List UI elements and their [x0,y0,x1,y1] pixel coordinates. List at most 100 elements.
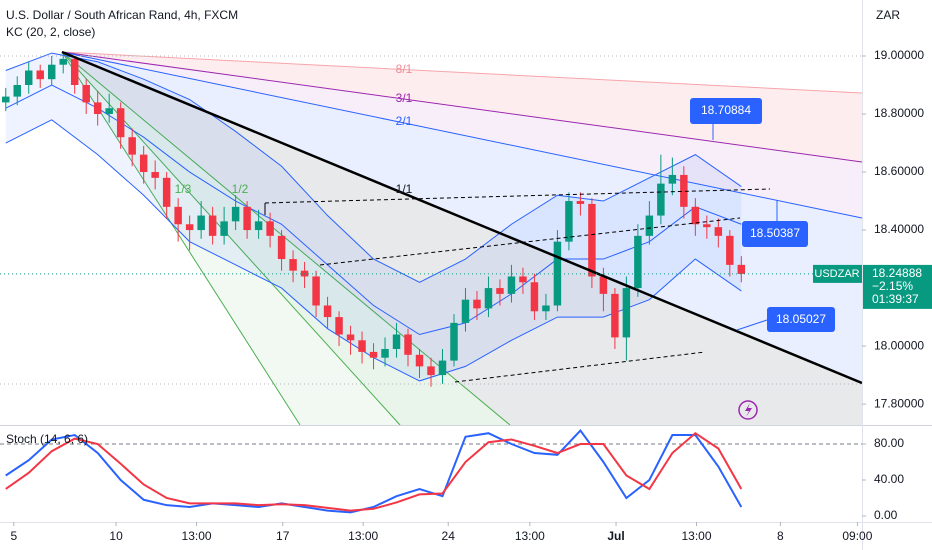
indicator-label: Stoch (14, 6, 6) [6,432,88,446]
x-tick-label: 13:00 [182,529,212,543]
x-tick-label: 17 [276,529,290,543]
candle-body [450,322,458,361]
stochastic-pane [0,428,862,514]
candle-body [415,354,424,367]
candle-body [105,108,113,115]
fan-label: 1/2 [232,182,249,196]
price-tag: USDZAR 18.24888−2.15%01:39:37 [0,264,932,309]
candle-body [691,206,700,225]
candle-body [530,282,539,312]
candle-body [346,334,355,341]
candle-body [611,293,619,338]
candle-body [645,215,654,236]
candle-body [231,206,240,222]
callout-pointer [736,319,768,331]
x-tick-label: 13:00 [348,529,378,543]
callout-box [690,98,762,124]
candle-body [657,183,665,216]
callout-text: 18.50387 [750,226,800,240]
candle-body [737,264,746,274]
stoch-line [5,428,743,514]
candle-body [266,221,274,236]
candle-body [82,85,90,103]
candle-body [59,58,67,65]
candle-body [461,299,470,323]
candle-body [726,235,734,265]
candle-body [335,317,343,335]
candle-body [438,360,447,376]
callout-box [742,221,808,247]
candle-body [668,174,677,184]
candle-body [277,235,286,260]
candle-body [634,235,642,289]
x-tick-label: 5 [10,529,17,543]
x-tick-label: 13:00 [681,529,711,543]
candle-body [576,201,585,204]
candle-body [243,206,251,231]
fan-line [61,51,301,426]
candle-body [24,70,33,85]
candle-body [116,108,125,138]
candle-body [93,102,102,115]
candle-body [185,224,194,231]
candle-body [162,177,171,207]
candle-body [323,305,332,318]
y-tick-label: 80.00 [874,436,904,450]
fan-line [61,51,511,426]
candle-body [289,259,297,271]
candle-body [496,288,504,294]
x-tick-label: 24 [442,529,456,543]
candle-body [553,241,562,306]
candle-body [254,221,263,231]
symbol-label: USDZAR [814,268,859,280]
x-tick-label: 13:00 [515,529,545,543]
candle-body [151,172,159,178]
candle-body [197,215,205,231]
y-tick-label: 17.80000 [874,396,924,410]
candle-body [36,70,44,80]
indicator-label: KC (20, 2, close) [6,25,95,39]
callout-text: 18.05027 [776,312,826,326]
callout-text: 18.70884 [701,103,751,117]
candle-body [404,334,412,355]
alert-icon[interactable] [738,400,758,420]
candle-body [565,201,573,242]
trend-line [61,50,863,385]
candle-body [599,276,608,294]
candle-body [392,334,401,349]
currency[interactable]: ZAR [876,8,900,22]
candle-body [358,340,366,352]
fan-labels: 8/1 3/1 2/1 1/1 1/2 1/3 [175,62,413,196]
candles [2,53,746,387]
callout-box [767,307,835,332]
axes: 19.00000 18.80000 18.60000 18.40000 18.00000… [10,48,924,543]
y-tick-label: 18.60000 [874,164,924,178]
y-tick-label: 18.40000 [874,222,924,236]
fan-label: 3/1 [396,91,413,105]
currency-button[interactable] [864,4,924,28]
change-label: −2.15% [872,279,913,293]
candle-body [70,58,79,85]
candle-body [507,276,516,294]
countdown-label: 01:39:37 [872,292,919,306]
candle-body [139,154,148,173]
alert-icon[interactable] [738,400,758,420]
x-tick-label: 10 [109,529,123,543]
fan-label: 8/1 [396,62,413,76]
chart-title: U.S. Dollar / South African Rand, 4h, FX… [6,8,238,22]
candle-body [174,206,182,225]
channel-line [5,84,742,336]
x-tick-label: 09:00 [842,529,872,543]
dashed-line [319,217,741,266]
x-tick-label: 8 [777,529,784,543]
alert-icon[interactable] [745,403,752,417]
fan-line [61,51,863,163]
y-tick-label: 18.00000 [874,338,924,352]
fan-line [61,51,863,94]
candle-body [542,305,550,312]
candle-body [484,288,493,309]
x-tick-label: Jul [607,529,624,543]
trend-drawings [61,50,863,385]
y-tick-label: 19.00000 [874,48,924,62]
